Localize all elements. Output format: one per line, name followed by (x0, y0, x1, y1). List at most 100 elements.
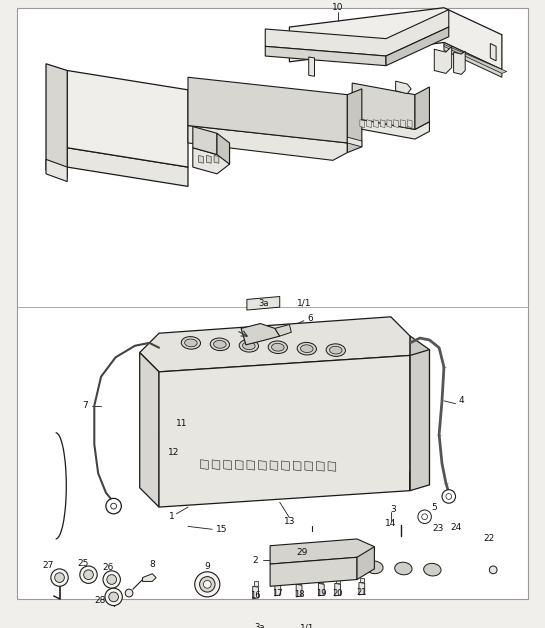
Polygon shape (296, 584, 302, 597)
Text: 20: 20 (332, 588, 343, 597)
Polygon shape (217, 133, 229, 164)
Circle shape (195, 571, 220, 597)
Ellipse shape (395, 562, 412, 575)
Polygon shape (270, 539, 374, 565)
Circle shape (446, 494, 452, 499)
Polygon shape (198, 156, 203, 163)
Polygon shape (265, 46, 386, 66)
Polygon shape (359, 582, 365, 595)
Circle shape (84, 570, 93, 580)
Text: 1: 1 (169, 512, 174, 521)
Polygon shape (336, 578, 340, 583)
Polygon shape (407, 120, 412, 127)
Text: 3: 3 (390, 504, 396, 514)
Polygon shape (214, 156, 219, 163)
Polygon shape (247, 460, 255, 470)
Ellipse shape (297, 342, 317, 355)
Polygon shape (143, 574, 156, 582)
Polygon shape (434, 46, 452, 73)
Polygon shape (387, 120, 392, 127)
Text: 21: 21 (356, 588, 367, 597)
Circle shape (106, 499, 122, 514)
Text: 16: 16 (250, 592, 261, 600)
Circle shape (125, 589, 133, 597)
Polygon shape (270, 557, 357, 587)
Circle shape (107, 575, 117, 584)
Circle shape (418, 510, 432, 524)
Ellipse shape (210, 338, 229, 350)
Circle shape (109, 592, 118, 602)
Polygon shape (352, 118, 429, 139)
Polygon shape (396, 81, 411, 94)
Polygon shape (270, 461, 278, 470)
Text: 14: 14 (385, 519, 397, 528)
Text: 6: 6 (308, 314, 313, 323)
Polygon shape (367, 120, 372, 127)
Text: 15: 15 (216, 525, 228, 534)
Ellipse shape (337, 560, 354, 573)
Polygon shape (140, 352, 159, 507)
Ellipse shape (326, 344, 346, 357)
Text: 2: 2 (253, 556, 258, 565)
Text: 29: 29 (296, 548, 307, 557)
Polygon shape (347, 89, 362, 153)
Polygon shape (275, 325, 292, 336)
Ellipse shape (271, 344, 284, 351)
Polygon shape (247, 296, 280, 310)
Polygon shape (289, 8, 502, 70)
Ellipse shape (308, 559, 325, 571)
Ellipse shape (243, 342, 255, 350)
Polygon shape (393, 120, 398, 127)
Polygon shape (360, 578, 364, 582)
Polygon shape (308, 57, 314, 77)
Polygon shape (352, 83, 415, 129)
Polygon shape (224, 460, 232, 470)
Text: 22: 22 (484, 534, 495, 543)
Text: 25: 25 (77, 558, 88, 568)
Text: 18: 18 (294, 590, 304, 598)
Ellipse shape (423, 563, 441, 576)
Text: 3a: 3a (258, 299, 269, 308)
Text: 26: 26 (102, 563, 113, 573)
Ellipse shape (214, 340, 226, 348)
Polygon shape (410, 336, 429, 490)
Polygon shape (410, 350, 429, 490)
Polygon shape (490, 43, 496, 61)
Text: 27: 27 (43, 561, 53, 570)
Text: 1/1: 1/1 (300, 624, 314, 628)
Circle shape (103, 571, 120, 588)
Circle shape (105, 588, 122, 605)
Polygon shape (293, 461, 301, 471)
Polygon shape (453, 51, 465, 74)
Polygon shape (335, 583, 341, 596)
Polygon shape (258, 460, 266, 470)
Polygon shape (67, 70, 188, 167)
Polygon shape (305, 462, 313, 471)
Polygon shape (318, 583, 324, 596)
Polygon shape (297, 580, 301, 584)
FancyBboxPatch shape (17, 8, 528, 599)
Ellipse shape (239, 340, 258, 352)
Polygon shape (193, 126, 217, 154)
Polygon shape (201, 460, 208, 469)
Text: 3a: 3a (254, 624, 265, 628)
Ellipse shape (268, 341, 287, 354)
Polygon shape (46, 64, 67, 176)
Polygon shape (235, 460, 243, 470)
Text: 19: 19 (316, 588, 326, 597)
Text: 4: 4 (458, 396, 464, 405)
Polygon shape (282, 461, 289, 470)
Text: 23: 23 (432, 524, 444, 533)
Polygon shape (188, 77, 347, 143)
Circle shape (80, 566, 97, 583)
Circle shape (111, 503, 117, 509)
Polygon shape (212, 460, 220, 470)
Circle shape (442, 490, 456, 503)
Polygon shape (319, 578, 323, 583)
Polygon shape (253, 582, 258, 587)
Polygon shape (415, 87, 429, 129)
Text: 11: 11 (175, 418, 187, 428)
Polygon shape (373, 120, 378, 127)
Polygon shape (159, 355, 410, 507)
Circle shape (489, 566, 497, 574)
